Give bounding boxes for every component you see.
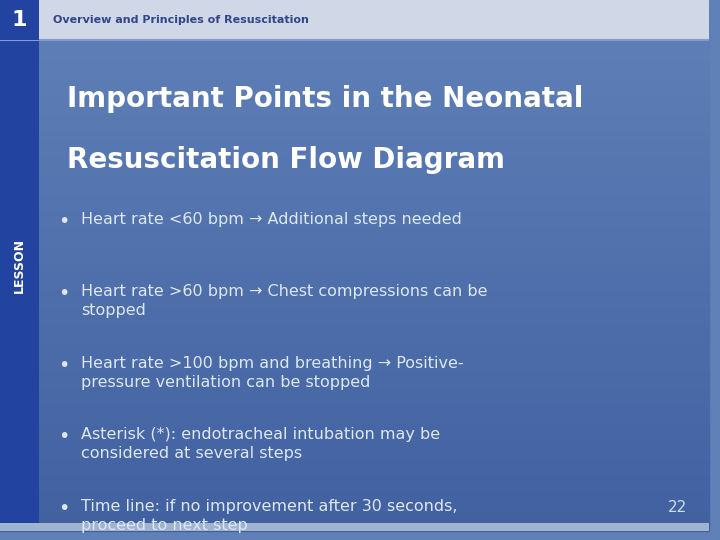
Bar <box>0 79 708 89</box>
Bar <box>0 380 708 389</box>
Bar <box>0 115 708 124</box>
Bar <box>0 186 708 194</box>
Bar <box>0 504 708 513</box>
Text: •: • <box>58 427 69 446</box>
Bar <box>0 522 708 531</box>
Bar <box>0 106 708 115</box>
Bar <box>0 327 708 336</box>
Bar <box>0 407 708 416</box>
Bar <box>0 71 708 79</box>
Bar <box>0 389 708 398</box>
Bar <box>0 469 708 478</box>
Bar <box>0 36 708 44</box>
Bar <box>0 53 708 62</box>
Bar <box>0 336 708 345</box>
Bar <box>0 424 708 434</box>
Text: Heart rate <60 bpm → Additional steps needed: Heart rate <60 bpm → Additional steps ne… <box>81 212 462 227</box>
Bar <box>0 309 708 319</box>
Bar <box>0 44 708 53</box>
Bar <box>0 248 708 256</box>
Bar <box>0 354 708 363</box>
Bar <box>0 221 708 230</box>
Text: 22: 22 <box>668 500 688 515</box>
Text: Time line: if no improvement after 30 seconds,
proceed to next step: Time line: if no improvement after 30 se… <box>81 499 458 533</box>
Bar <box>0 372 708 380</box>
Bar <box>0 89 708 97</box>
Bar <box>0 398 708 407</box>
Bar <box>0 0 39 531</box>
Text: •: • <box>58 356 69 375</box>
Bar <box>0 194 708 204</box>
Bar <box>0 478 708 487</box>
Bar <box>0 256 708 265</box>
Bar <box>0 416 708 424</box>
Bar <box>0 212 708 221</box>
Bar <box>0 292 708 301</box>
Bar <box>0 487 708 495</box>
Text: •: • <box>58 212 69 231</box>
Bar <box>0 523 708 531</box>
Bar <box>0 0 708 9</box>
Bar <box>0 124 708 133</box>
Text: LESSON: LESSON <box>13 238 26 293</box>
Bar <box>0 230 708 239</box>
Text: Important Points in the Neonatal: Important Points in the Neonatal <box>67 85 584 113</box>
Bar <box>0 274 708 283</box>
Text: •: • <box>58 284 69 303</box>
Bar <box>0 0 708 40</box>
Bar <box>0 513 708 522</box>
Bar <box>0 133 708 141</box>
Bar <box>0 204 708 212</box>
Text: Heart rate >100 bpm and breathing → Positive-
pressure ventilation can be stoppe: Heart rate >100 bpm and breathing → Posi… <box>81 356 464 390</box>
Bar <box>0 451 708 460</box>
Bar <box>0 460 708 469</box>
Bar <box>0 168 708 177</box>
Bar <box>0 97 708 106</box>
Bar <box>0 9 708 18</box>
Bar <box>0 26 708 36</box>
Bar <box>0 159 708 168</box>
Bar <box>0 141 708 150</box>
Bar <box>0 239 708 248</box>
Bar <box>0 363 708 372</box>
Text: Resuscitation Flow Diagram: Resuscitation Flow Diagram <box>67 146 505 174</box>
Bar <box>0 345 708 354</box>
Bar <box>0 495 708 504</box>
Bar <box>0 150 708 159</box>
Bar <box>0 434 708 442</box>
Text: 1: 1 <box>12 10 27 30</box>
Bar <box>0 301 708 309</box>
Bar <box>0 18 708 26</box>
Bar <box>0 283 708 292</box>
Bar <box>0 319 708 327</box>
Text: Heart rate >60 bpm → Chest compressions can be
stopped: Heart rate >60 bpm → Chest compressions … <box>81 284 488 318</box>
Bar <box>0 177 708 186</box>
Text: Overview and Principles of Resuscitation: Overview and Principles of Resuscitation <box>53 15 309 25</box>
Bar <box>0 0 39 40</box>
Bar <box>0 62 708 71</box>
Bar <box>0 442 708 451</box>
Text: Asterisk (*): endotracheal intubation may be
considered at several steps: Asterisk (*): endotracheal intubation ma… <box>81 427 441 462</box>
Bar <box>0 265 708 274</box>
Text: •: • <box>58 499 69 518</box>
